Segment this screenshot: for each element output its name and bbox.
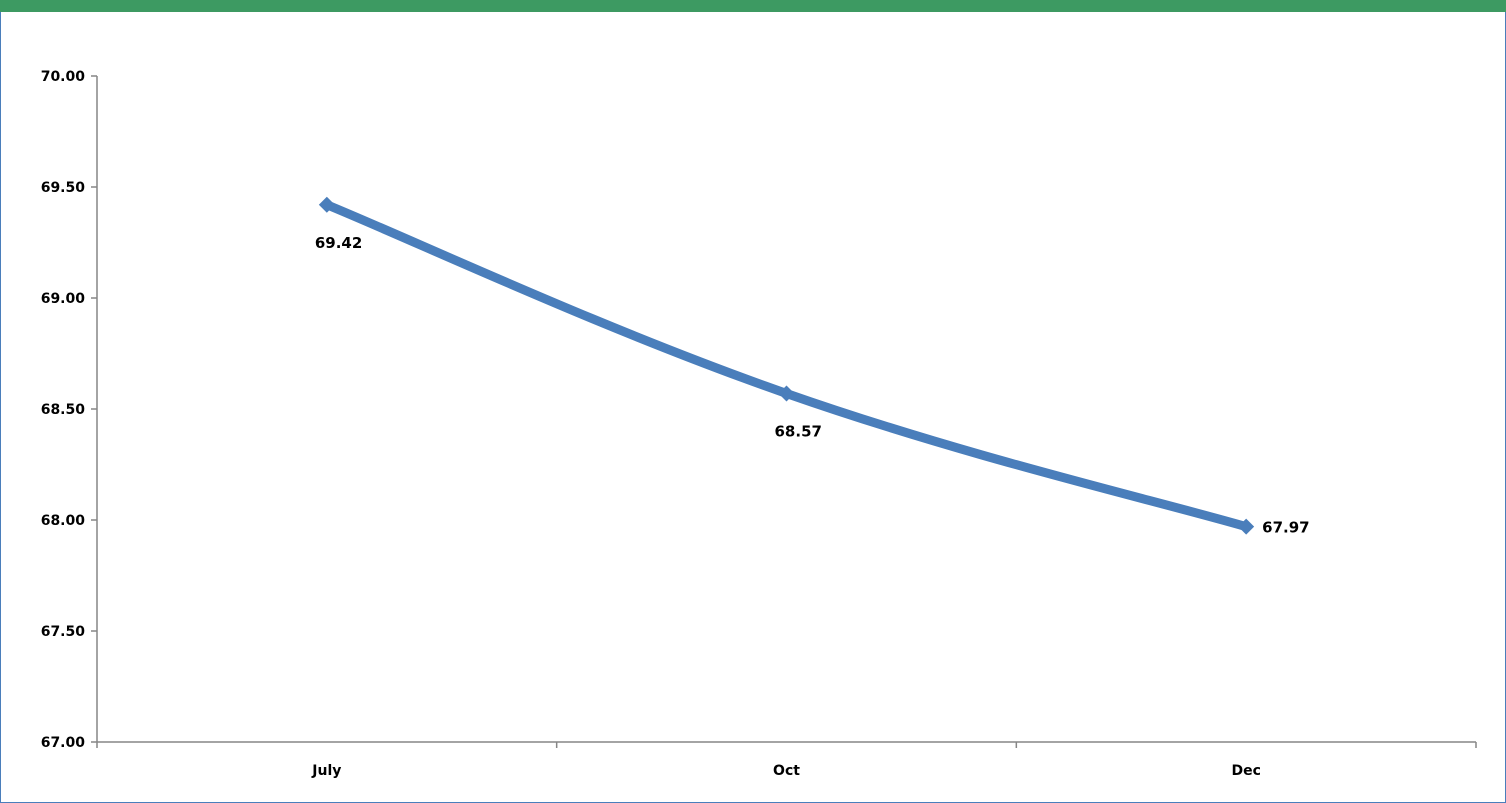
data-label: 69.42	[315, 234, 362, 252]
data-labels: 69.42 68.57 67.97	[315, 234, 1310, 537]
x-tick-label: Dec	[1231, 763, 1260, 779]
x-tick-label: July	[311, 763, 341, 779]
header-bar	[0, 0, 1506, 12]
series-group	[318, 196, 1255, 535]
data-point-marker	[778, 385, 795, 402]
data-label: 68.57	[775, 422, 822, 440]
data-point-marker	[1238, 518, 1255, 535]
x-axis-ticks: July Oct Dec	[96, 742, 1477, 779]
y-tick-label: 70.00	[41, 69, 86, 85]
y-tick-label: 69.50	[41, 180, 86, 196]
y-tick-label: 68.50	[41, 402, 86, 418]
y-tick-label: 69.00	[41, 291, 86, 307]
axes	[96, 76, 1476, 743]
x-tick-label: Oct	[773, 763, 800, 779]
y-tick-label: 67.00	[41, 735, 86, 751]
series-line	[322, 200, 1251, 532]
y-tick-label: 68.00	[41, 513, 86, 529]
data-point-marker	[318, 196, 335, 213]
y-tick-label: 67.50	[41, 624, 86, 640]
y-axis-ticks: 67.00 67.50 68.00 68.50 69.00 69.50 70.00	[41, 69, 97, 751]
data-label: 67.97	[1262, 519, 1309, 537]
